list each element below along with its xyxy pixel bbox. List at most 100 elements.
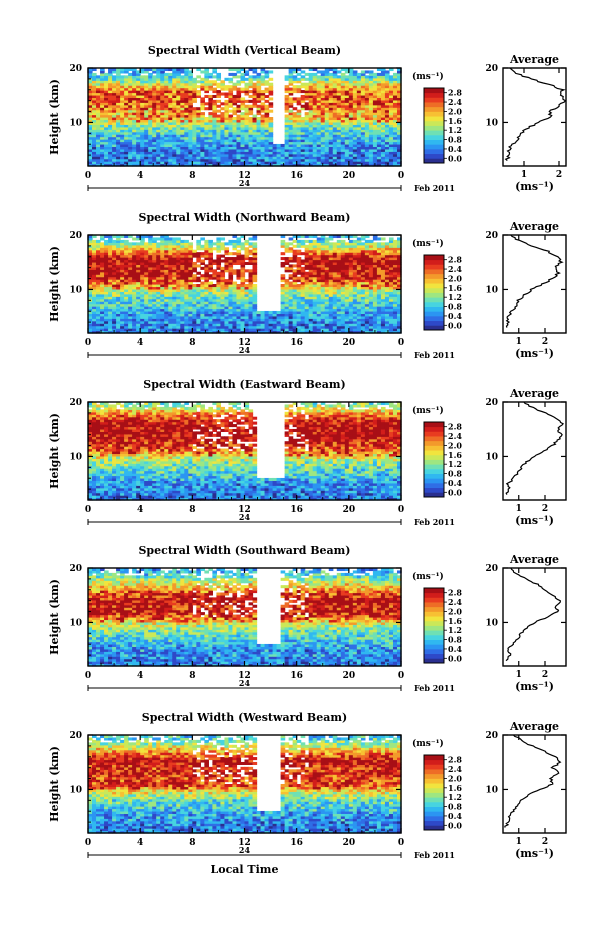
profile-x-label: (ms⁻¹) <box>515 180 554 193</box>
colorbar-swatch <box>424 625 444 631</box>
colorbar-swatch <box>424 445 444 451</box>
panel-5: Spectral Width (Westward Beam)1020Height… <box>48 711 567 876</box>
colorbar-units: (ms⁻¹) <box>412 571 444 582</box>
colorbar-tick-label: 2.8 <box>448 755 462 765</box>
colorbar-tick-label: 2.0 <box>448 606 462 616</box>
colorbar-tick-label: 0.8 <box>448 635 462 645</box>
profile-y-tick-label: 20 <box>485 398 498 408</box>
colorbar-swatch <box>424 273 444 279</box>
colorbar-swatch <box>424 792 444 798</box>
colorbar-frame <box>423 421 445 498</box>
colorbar-swatch <box>424 134 444 140</box>
colorbar-tick-label: 0.4 <box>448 811 462 821</box>
x-tick-label: 16 <box>290 505 303 515</box>
colorbar: (ms⁻¹) 0.00.40.81.21.62.02.42.8 <box>412 71 462 164</box>
x-tick-label: 4 <box>137 171 143 181</box>
colorbar-swatch <box>424 611 444 617</box>
profile-x-tick-label: 2 <box>542 670 548 680</box>
y-axis-label: Height (km) <box>48 79 61 155</box>
average-profile: Average 10 20 1 2(ms⁻¹) <box>485 220 567 360</box>
y-tick-label: 10 <box>69 618 82 628</box>
colorbar-swatch <box>424 106 444 112</box>
colorbar-tick-label: 2.0 <box>448 773 462 783</box>
panel-title: Spectral Width (Vertical Beam) <box>148 44 341 57</box>
profile-x-tick-label: 1 <box>516 670 522 680</box>
colorbar-frame <box>423 587 445 664</box>
day-label: 24 <box>239 178 251 188</box>
panel-title: Spectral Width (Westward Beam) <box>142 711 347 724</box>
colorbar-tick-label: 2.4 <box>448 264 462 274</box>
profile-x-tick-label: 1 <box>516 504 522 514</box>
profile-y-tick-label: 20 <box>485 64 498 74</box>
colorbar-swatch <box>424 634 444 640</box>
profile-y-tick-label: 20 <box>485 731 498 741</box>
y-axis-label: Height (km) <box>48 246 61 322</box>
colorbar-swatch <box>424 806 444 812</box>
panel-title: Spectral Width (Southward Beam) <box>138 544 350 557</box>
colorbar-tick-label: 2.8 <box>448 88 462 98</box>
x-tick-label: 0 <box>398 505 404 515</box>
colorbar-swatch <box>424 315 444 322</box>
colorbar-swatch <box>424 464 444 470</box>
heatmap-cells <box>88 402 402 501</box>
heatmap-cells <box>88 568 402 667</box>
colorbar-swatch <box>424 797 444 803</box>
x-tick-label: 8 <box>189 338 195 348</box>
day-label: 24 <box>239 678 251 688</box>
colorbar-swatch <box>424 92 444 98</box>
y-tick-label: 10 <box>69 452 82 462</box>
colorbar-swatch <box>424 597 444 603</box>
y-tick-label: 10 <box>69 785 82 795</box>
colorbar-tick-label: 2.4 <box>448 597 462 607</box>
x-tick-label: 16 <box>290 838 303 848</box>
colorbar-swatch <box>424 422 444 428</box>
colorbar-swatch <box>424 482 444 489</box>
date-label: Feb 2011 <box>414 350 455 360</box>
colorbar-swatch <box>424 278 444 284</box>
colorbar-swatch <box>424 616 444 622</box>
colorbar-swatch <box>424 153 444 159</box>
colorbar-swatch <box>424 120 444 126</box>
x-tick-label: 0 <box>85 171 91 181</box>
colorbar-tick-label: 0.8 <box>448 469 462 479</box>
profile-y-tick-label: 20 <box>485 564 498 574</box>
y-tick-label: 20 <box>69 398 82 408</box>
colorbar-swatch <box>424 487 444 493</box>
profile-y-tick-label: 20 <box>485 231 498 241</box>
colorbar: (ms⁻¹) 0.00.40.81.21.62.02.42.8 <box>412 238 462 331</box>
colorbar-swatch <box>424 306 444 312</box>
colorbar-tick-label: 0.4 <box>448 144 462 154</box>
profile-title: Average <box>509 53 559 66</box>
colorbar-tick-label: 1.2 <box>448 459 462 469</box>
colorbar-swatch <box>424 653 444 659</box>
x-tick-label: 0 <box>85 505 91 515</box>
colorbar-swatch <box>424 602 444 608</box>
y-tick-label: 20 <box>69 564 82 574</box>
colorbar-swatch <box>424 588 444 594</box>
profile-line <box>504 734 562 828</box>
x-tick-label: 4 <box>137 505 143 515</box>
panel-title: Spectral Width (Eastward Beam) <box>143 378 345 391</box>
average-profile: Average 10 20 1 2(ms⁻¹) <box>485 387 567 527</box>
colorbar-tick-label: 1.6 <box>448 616 462 626</box>
colorbar-tick-label: 0.8 <box>448 135 462 145</box>
colorbar-tick-label: 0.8 <box>448 302 462 312</box>
x-tick-label: 20 <box>343 505 356 515</box>
colorbar-tick-label: 1.6 <box>448 116 462 126</box>
colorbar-tick-label: 1.2 <box>448 125 462 135</box>
profile-title: Average <box>509 720 559 733</box>
profile-frame <box>502 67 567 167</box>
colorbar-swatch <box>424 630 444 636</box>
colorbar-swatch <box>424 436 444 442</box>
colorbar-swatch <box>424 325 444 331</box>
panel-1: Spectral Width (Vertical Beam)1020Height… <box>48 44 567 193</box>
colorbar-tick-label: 0.0 <box>448 820 462 830</box>
colorbar-swatch <box>424 450 444 456</box>
colorbar-swatch <box>424 606 444 612</box>
profile-x-label: (ms⁻¹) <box>515 514 554 527</box>
x-tick-label: 20 <box>343 171 356 181</box>
colorbar-swatch <box>424 783 444 789</box>
x-tick-label: 20 <box>343 338 356 348</box>
colorbar-tick-label: 2.4 <box>448 764 462 774</box>
